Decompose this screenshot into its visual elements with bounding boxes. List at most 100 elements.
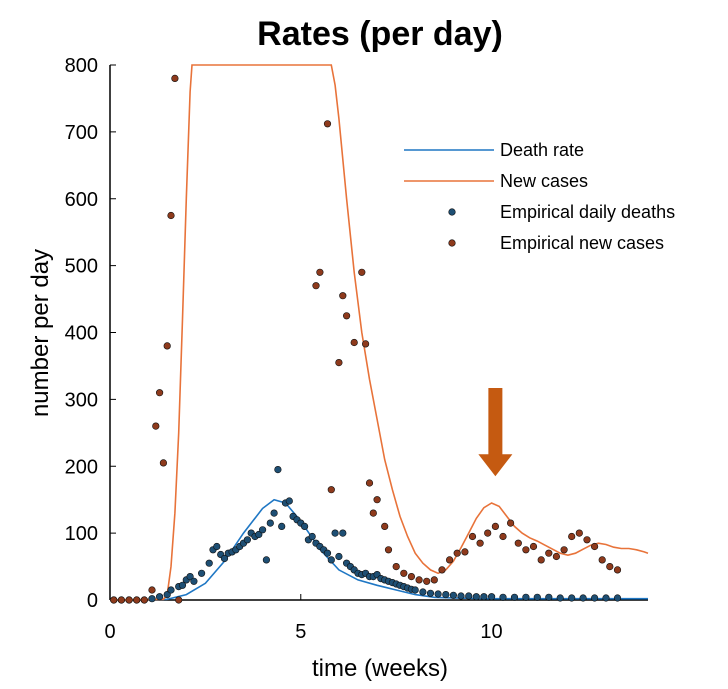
empirical-cases-point bbox=[125, 596, 133, 604]
empirical-cases-point bbox=[343, 312, 351, 320]
empirical-cases-point bbox=[159, 459, 167, 467]
empirical-cases-point bbox=[583, 536, 591, 544]
empirical-cases-point bbox=[476, 539, 484, 547]
empirical-cases-point bbox=[514, 539, 522, 547]
empirical-deaths-point bbox=[556, 594, 564, 602]
annotation-arrow-shape bbox=[478, 388, 513, 477]
empirical-cases-point bbox=[529, 542, 538, 551]
empirical-deaths-point bbox=[274, 466, 282, 474]
y-tick-label: 600 bbox=[65, 189, 98, 211]
y-tick-label: 300 bbox=[65, 389, 98, 411]
y-ticks: 0 100 200 300 400 500 600 700 800 bbox=[65, 55, 116, 612]
series-points bbox=[110, 74, 622, 604]
empirical-deaths-point bbox=[339, 529, 347, 537]
annotation-arrow bbox=[478, 388, 513, 477]
empirical-deaths-point bbox=[465, 592, 473, 600]
empirical-cases-point bbox=[468, 532, 477, 541]
plot-area: 0 100 200 300 400 500 600 700 800 0 5 10 bbox=[65, 55, 649, 643]
x-tick-label: 5 bbox=[295, 621, 306, 643]
x-tick-label: 0 bbox=[104, 621, 115, 643]
y-tick-label: 400 bbox=[65, 323, 98, 345]
empirical-deaths-point bbox=[278, 522, 286, 531]
empirical-deaths-point bbox=[568, 594, 576, 602]
empirical-deaths-point bbox=[266, 519, 274, 527]
empirical-cases-point bbox=[384, 546, 393, 554]
empirical-cases-point bbox=[148, 586, 156, 594]
empirical-deaths-point bbox=[205, 559, 213, 567]
empirical-cases-point bbox=[499, 532, 507, 541]
chart-title: Rates (per day) bbox=[257, 15, 503, 53]
empirical-deaths-point bbox=[220, 554, 229, 563]
empirical-cases-point bbox=[461, 548, 469, 556]
empirical-deaths-point bbox=[262, 556, 271, 564]
empirical-deaths-point bbox=[186, 572, 194, 581]
empirical-cases-point bbox=[163, 342, 171, 350]
legend-label: Death rate bbox=[500, 140, 584, 160]
empirical-cases-point bbox=[358, 268, 366, 276]
empirical-deaths-point bbox=[545, 593, 553, 601]
empirical-deaths-point bbox=[270, 509, 278, 517]
empirical-deaths-point bbox=[579, 594, 587, 602]
empirical-cases-point bbox=[327, 486, 335, 494]
empirical-cases-point bbox=[110, 596, 118, 604]
empirical-deaths-point bbox=[522, 593, 530, 601]
empirical-deaths-point bbox=[178, 581, 187, 589]
empirical-deaths-point bbox=[259, 526, 267, 534]
y-tick-label: 200 bbox=[65, 456, 98, 478]
empirical-cases-point bbox=[117, 596, 125, 604]
x-axis-label: time (weeks) bbox=[312, 655, 448, 682]
y-tick-label: 800 bbox=[65, 55, 98, 77]
empirical-cases-point bbox=[522, 546, 530, 554]
empirical-cases-point bbox=[507, 519, 515, 527]
legend: Death rate New cases Empirical daily death… bbox=[404, 140, 675, 253]
empirical-deaths-point bbox=[602, 594, 610, 602]
empirical-cases-point bbox=[453, 549, 461, 557]
y-tick-label: 100 bbox=[65, 523, 98, 545]
empirical-deaths-point bbox=[213, 542, 221, 551]
empirical-cases-point bbox=[613, 566, 622, 574]
empirical-deaths-point bbox=[331, 529, 339, 537]
empirical-cases-point bbox=[167, 211, 175, 220]
empirical-deaths-point bbox=[480, 593, 488, 601]
y-axis-label: number per day bbox=[27, 249, 54, 417]
empirical-deaths-point bbox=[613, 594, 622, 602]
empirical-deaths-point bbox=[163, 590, 171, 599]
empirical-deaths-point bbox=[156, 593, 164, 601]
empirical-deaths-point bbox=[285, 497, 293, 505]
empirical-cases-point bbox=[552, 552, 561, 561]
new-cases-line bbox=[109, 64, 649, 601]
y-tick-label: 0 bbox=[87, 590, 98, 612]
empirical-cases-point bbox=[407, 572, 416, 581]
empirical-cases-point bbox=[423, 577, 431, 585]
empirical-cases-point bbox=[171, 74, 179, 82]
empirical-deaths-point bbox=[457, 592, 465, 600]
empirical-cases-point bbox=[545, 549, 553, 557]
x-ticks: 0 5 10 bbox=[104, 594, 503, 643]
empirical-deaths-point bbox=[335, 552, 343, 561]
empirical-cases-point bbox=[312, 282, 320, 290]
empirical-deaths-point bbox=[190, 577, 198, 585]
empirical-deaths-point bbox=[472, 593, 480, 601]
empirical-cases-point bbox=[175, 596, 183, 604]
empirical-deaths-point bbox=[449, 591, 458, 599]
empirical-cases-point bbox=[484, 529, 492, 537]
empirical-deaths-point bbox=[590, 594, 599, 602]
empirical-cases-point bbox=[606, 562, 614, 571]
empirical-cases-point bbox=[133, 596, 141, 604]
legend-empirical-cases-swatch bbox=[448, 239, 456, 247]
empirical-cases-point bbox=[381, 522, 389, 531]
empirical-cases-point bbox=[335, 359, 343, 367]
empirical-cases-point bbox=[350, 338, 358, 347]
empirical-deaths-point bbox=[301, 522, 309, 531]
empirical-cases-point bbox=[430, 576, 438, 584]
empirical-cases-point bbox=[590, 542, 599, 551]
empirical-cases-point bbox=[575, 529, 583, 537]
legend-label: Empirical daily deaths bbox=[500, 202, 675, 222]
empirical-deaths-point bbox=[533, 593, 541, 601]
empirical-deaths-point bbox=[308, 532, 316, 541]
empirical-cases-point bbox=[568, 532, 576, 541]
empirical-deaths-point bbox=[198, 569, 206, 577]
empirical-cases-point bbox=[140, 596, 148, 604]
empirical-cases-point bbox=[491, 522, 500, 531]
y-tick-label: 500 bbox=[65, 256, 98, 278]
